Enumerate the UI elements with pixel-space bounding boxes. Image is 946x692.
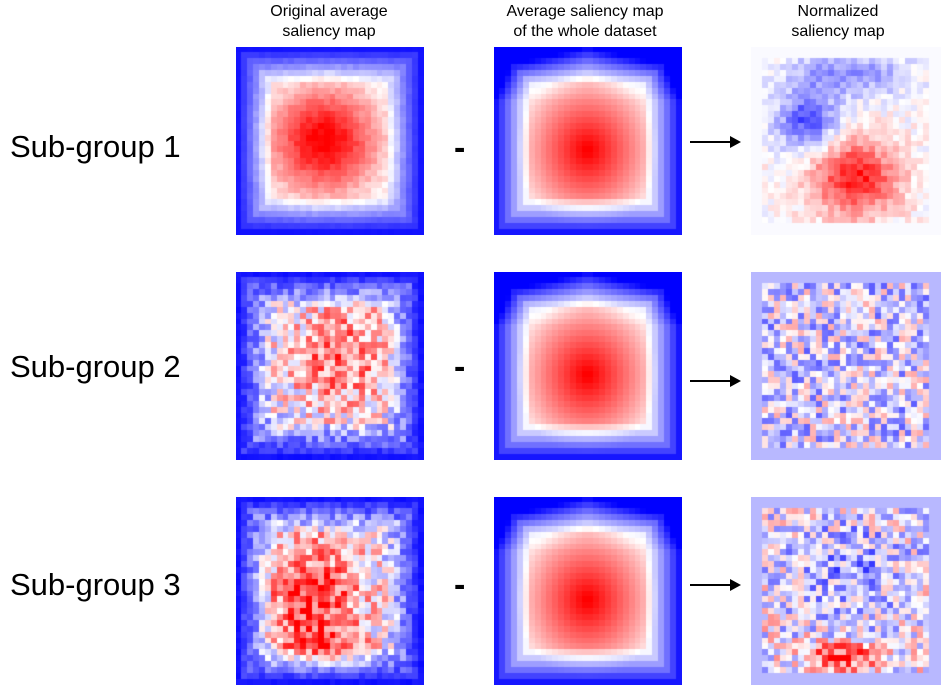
row-label-sub-group-3: Sub-group 3	[10, 567, 181, 602]
header-normalized: Normalized saliency map	[728, 2, 946, 42]
average-map-row-1	[494, 47, 682, 235]
row-label-sub-group-2: Sub-group 2	[10, 349, 181, 384]
header-original: Original average saliency map	[219, 2, 439, 42]
header-average-line2: of the whole dataset	[513, 23, 657, 40]
minus-operator-row-1: -	[454, 129, 466, 167]
normalized-map-sub-group-2	[751, 272, 941, 460]
arrow-icon-row-3	[690, 579, 741, 591]
original-map-sub-group-1	[236, 47, 424, 235]
normalized-map-sub-group-1	[751, 47, 941, 235]
header-normalized-line1: Normalized	[797, 3, 879, 20]
average-map-row-2	[494, 272, 682, 460]
header-original-line2: saliency map	[282, 23, 376, 40]
average-map-row-3	[494, 497, 682, 685]
row-label-sub-group-1: Sub-group 1	[10, 129, 181, 164]
original-map-sub-group-2	[236, 272, 424, 460]
minus-operator-row-2: -	[454, 348, 466, 386]
header-average-line1: Average saliency map	[506, 3, 664, 20]
normalized-map-sub-group-3	[751, 497, 941, 685]
original-map-sub-group-3	[236, 497, 424, 685]
arrow-icon-row-2	[690, 375, 741, 387]
header-normalized-line2: saliency map	[791, 23, 885, 40]
header-original-line1: Original average	[270, 3, 388, 20]
minus-operator-row-3: -	[454, 566, 466, 604]
header-average: Average saliency map of the whole datase…	[475, 2, 695, 42]
arrow-icon-row-1	[690, 136, 741, 148]
